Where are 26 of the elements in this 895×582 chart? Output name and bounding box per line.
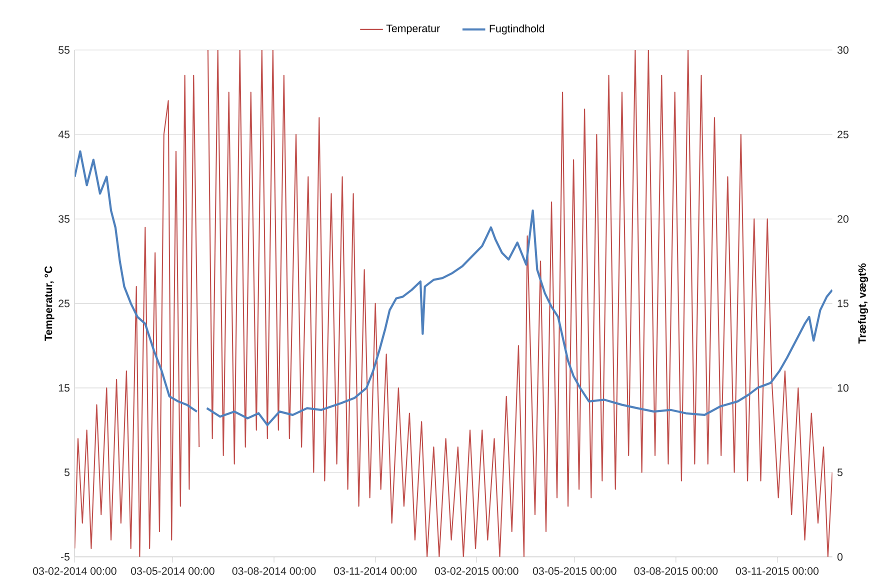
x-tick-label: 03-02-2015 00:00 (434, 567, 518, 575)
x-tick-label: 03-05-2014 00:00 (130, 567, 214, 575)
legend-label: Temperatur (386, 24, 440, 34)
y-tick-label: 5 (64, 468, 70, 476)
y-axis-title: Temperatur, °C (44, 266, 54, 341)
y-tick-label: 25 (58, 300, 70, 308)
y2-tick-label: 5 (837, 468, 843, 476)
y-tick-label: 15 (58, 384, 70, 392)
x-tick-label: 03-11-2015 00:00 (736, 567, 819, 575)
y-tick-label: 55 (58, 46, 70, 54)
y2-tick-label: 0 (837, 552, 843, 561)
x-tick-label: 03-02-2014 00:00 (32, 567, 116, 575)
y2-tick-label: 25 (838, 130, 848, 138)
y2-tick-label: 30 (837, 46, 848, 54)
legend-label: Fugtindhold (490, 24, 544, 34)
y-tick-label: -5 (60, 553, 70, 560)
x-tick-label: 03-08-2014 00:00 (232, 567, 316, 575)
y2-tick-label: 10 (838, 384, 848, 392)
y2-tick-label: 20 (838, 215, 848, 223)
x-tick-label: 03-08-2015 00:00 (634, 567, 718, 575)
y2-tick-label: 15 (838, 300, 848, 308)
y-tick-label: 35 (58, 215, 70, 223)
y2-axis-title: Træfugt, vægt% (858, 263, 868, 344)
y-tick-label: 45 (58, 130, 70, 138)
x-tick-label: 03-11-2014 00:00 (334, 567, 417, 575)
x-tick-label: 03-05-2015 00:00 (532, 567, 616, 575)
